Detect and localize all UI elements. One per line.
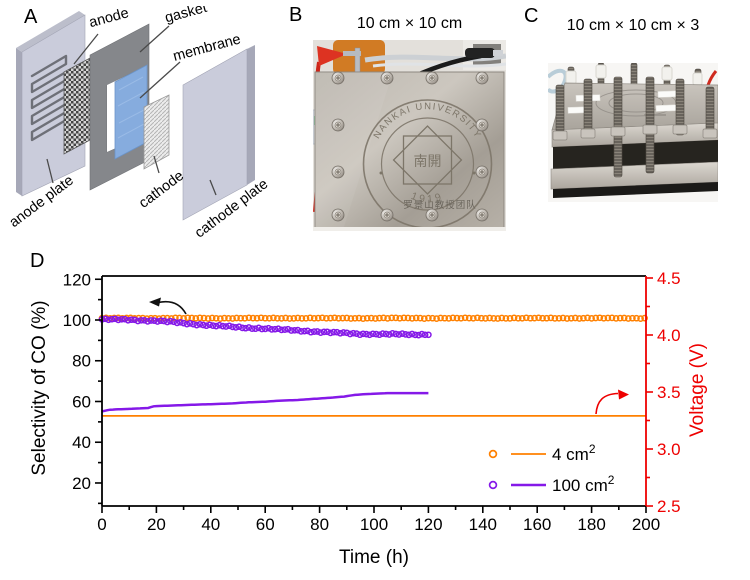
cell-end-plate <box>314 71 505 231</box>
tick-label: 40 <box>201 515 220 534</box>
alligator-clip-red <box>317 46 361 66</box>
panel-label-c: C <box>524 5 539 27</box>
cathode-plate-shape <box>182 45 255 221</box>
panel-c-title: 10 cm × 10 cm × 3 <box>566 17 700 34</box>
seal-center-characters: 南開 <box>414 153 442 169</box>
tick-label: 160 <box>523 515 551 534</box>
tick-label: 80 <box>72 352 91 371</box>
legend-label-4cm2: 4 cm2 <box>552 442 596 464</box>
tick-label: 3.5 <box>657 383 681 402</box>
legend-label-100cm2: 100 cm2 <box>552 473 615 495</box>
chart-series-layer <box>98 314 648 417</box>
right-axis-pointer-arrow <box>595 389 629 415</box>
plate-sheen <box>315 72 393 230</box>
tick-label: 4.5 <box>657 269 681 288</box>
hex-nuts <box>552 124 718 141</box>
tick-label: 3.0 <box>657 440 681 459</box>
tick-label: 120 <box>414 515 442 534</box>
left-axis-title: Selectivity of CO (%) <box>29 300 50 475</box>
tick-label: 100 <box>63 311 91 330</box>
tick-label: 100 <box>360 515 388 534</box>
nankai-university-seal <box>362 99 493 229</box>
legend-marker-100cm2 <box>488 480 498 490</box>
leader-lines <box>46 25 217 196</box>
cell-stack-dark-band <box>553 140 718 169</box>
tick-label: 60 <box>256 515 275 534</box>
alligator-clip-black <box>465 48 503 58</box>
axis-ticks <box>95 277 653 513</box>
tick-label: 20 <box>147 515 166 534</box>
panel-a-electrolyzer-diagram: anode gasket membrane anode plate cathod… <box>7 6 272 241</box>
tick-label: 20 <box>72 474 91 493</box>
team-caption: 罗景山教授团队 <box>403 199 477 211</box>
tick-label: 80 <box>310 515 329 534</box>
tick-label: 0 <box>97 515 106 534</box>
bottom-plate-edge <box>550 161 718 190</box>
bottom-dark-band <box>553 182 718 198</box>
tick-label: 60 <box>72 392 91 411</box>
tick-label: 4.0 <box>657 326 681 345</box>
panel-b-title: 10 cm × 10 cm <box>356 15 463 32</box>
left-axis-pointer-arrow <box>149 297 187 315</box>
panel-label-d: D <box>30 250 45 272</box>
panel-c-stack-photo <box>548 63 718 202</box>
panel-label-b: B <box>289 4 303 26</box>
panel-b-cell-photo: NANKAI UNIVERSITY 1919 南開 罗景山教授团队 <box>313 40 506 231</box>
axis-tick-labels: 0 20 40 60 80 100 120 140 160 180 200 20 40 60 80 100 12… <box>63 269 681 534</box>
serpentine-flow-channel <box>30 54 68 142</box>
right-axis-title: Voltage (V) <box>687 343 708 437</box>
chart-legend: 4 cm2 100 cm2 <box>488 442 615 495</box>
tick-label: 200 <box>632 515 660 534</box>
blue-tube <box>548 68 568 94</box>
tick-label: 2.5 <box>657 497 681 516</box>
tick-label: 180 <box>577 515 605 534</box>
x-axis-title: Time (h) <box>339 547 409 568</box>
legend-marker-4cm2 <box>488 449 498 459</box>
seal-year-text: 1919 <box>409 190 445 206</box>
cathode-mesh <box>143 94 170 170</box>
tick-label: 40 <box>72 433 91 452</box>
tick-label: 140 <box>469 515 497 534</box>
panel-label-a: A <box>24 6 38 28</box>
tick-label: 120 <box>63 270 91 289</box>
voltage-line-100 cm2 <box>101 391 429 413</box>
bench-surface <box>313 227 506 231</box>
